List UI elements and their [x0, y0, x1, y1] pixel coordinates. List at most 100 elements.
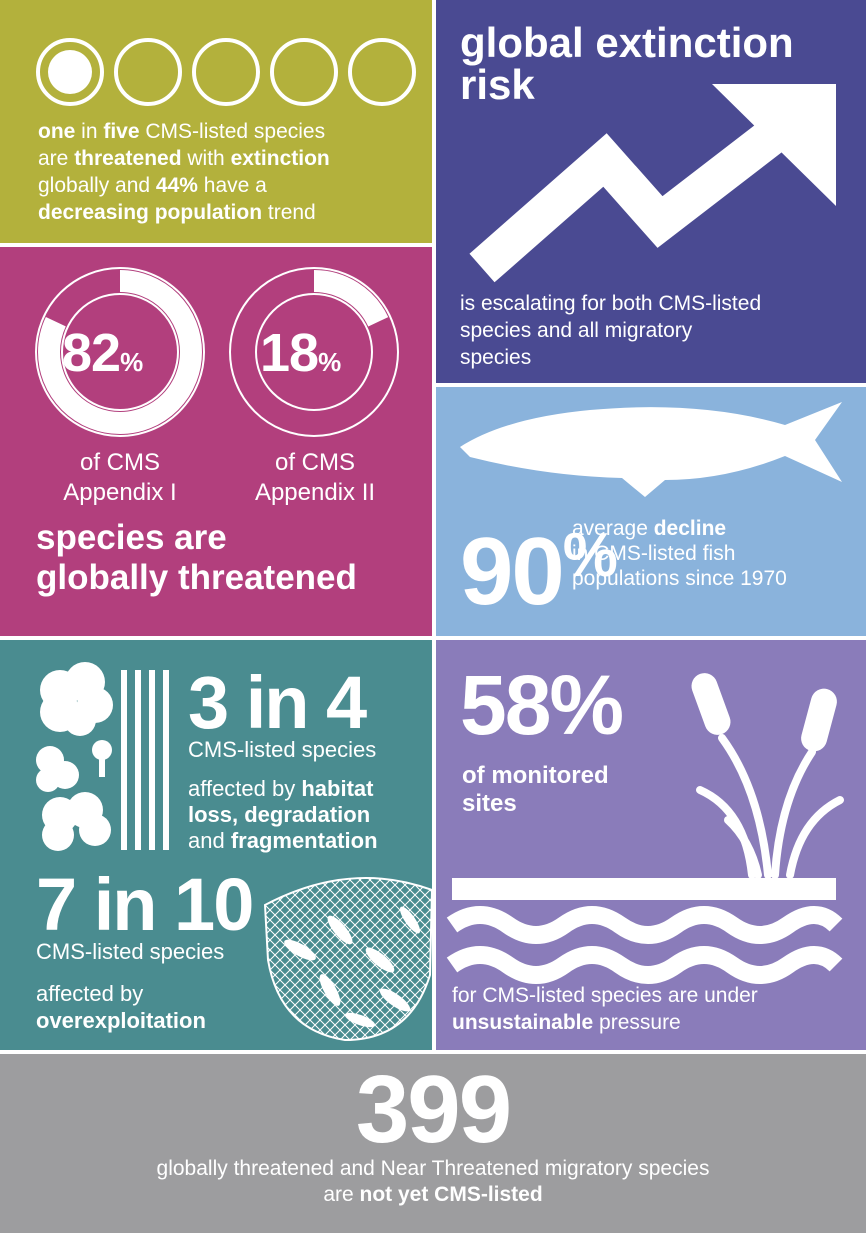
arrow-head — [712, 84, 836, 206]
risk-summary: one in five CMS-listed species are threat… — [38, 118, 330, 226]
text-line: for CMS-listed species are under — [452, 982, 758, 1009]
panel-grey — [0, 1054, 866, 1233]
ring-number: 18 — [260, 323, 319, 383]
text-line: global extinction — [460, 22, 794, 64]
bold-text: globally threatened — [36, 558, 357, 597]
water-surface — [452, 878, 836, 900]
text-line: species are — [36, 518, 357, 558]
text: Appendix I — [63, 479, 177, 506]
text-line: average decline — [572, 516, 787, 541]
circle-filled — [48, 50, 92, 94]
bold-text: species are — [36, 518, 227, 557]
text-line: populations since 1970 — [572, 566, 787, 591]
circle — [270, 38, 338, 106]
fish-number: 90 — [460, 518, 565, 625]
waves — [446, 906, 843, 984]
habitat-icons — [36, 662, 169, 851]
text: globally and — [38, 174, 156, 197]
text: for CMS-listed species are under — [452, 984, 758, 1007]
bold-text: risk — [460, 61, 535, 108]
text: in CMS-listed fish — [572, 542, 736, 565]
reeds — [696, 734, 844, 879]
text: are — [323, 1183, 360, 1206]
text: populations since 1970 — [572, 567, 787, 590]
ring-outline — [255, 293, 373, 411]
net-fish — [284, 906, 421, 1028]
bold-text: fragmentation — [230, 828, 378, 853]
fish-unit: % — [562, 521, 618, 590]
bold-text: overexploitation — [36, 1008, 206, 1033]
text: CMS-listed species — [139, 120, 326, 143]
arrow-line — [469, 106, 802, 283]
text: affected by — [36, 981, 144, 1006]
bold-text: global extinction — [460, 19, 794, 66]
text-line: and fragmentation — [188, 828, 378, 854]
rings — [35, 267, 399, 437]
ring-label: of CMS Appendix I — [40, 448, 200, 508]
habitat-stat: 3 in 4 — [188, 661, 367, 744]
appendix-statement: species are globally threatened — [36, 518, 357, 598]
bold-text: of monitored — [462, 762, 609, 789]
text-line: of monitored — [462, 762, 609, 790]
bold-text: decline — [653, 517, 727, 540]
text-line: decreasing population trend — [38, 199, 330, 226]
extinction-title: global extinction risk — [460, 22, 794, 106]
text-line: species and all migratory — [460, 317, 761, 344]
circle — [114, 38, 182, 106]
bold-text: decreasing population — [38, 201, 263, 224]
text-line: globally threatened and Near Threatened … — [0, 1156, 866, 1182]
habitat-subtitle: CMS-listed species — [188, 737, 377, 762]
text: globally threatened and Near Threatened … — [156, 1157, 710, 1180]
text-line: Appendix I — [40, 478, 200, 508]
sites-text: of monitored sites — [462, 762, 609, 818]
bold-text: threatened — [74, 147, 182, 170]
sites-footer: for CMS-listed species are under unsustai… — [452, 982, 758, 1036]
text-line: Appendix II — [230, 478, 400, 508]
ring-outline — [61, 293, 179, 411]
text: species and all migratory — [460, 319, 693, 342]
bold-text: one — [38, 120, 76, 143]
text-line: sites — [462, 790, 609, 818]
bold-text: 44% — [155, 174, 198, 197]
bold-text: unsustainable — [452, 1011, 594, 1034]
text-line: are not yet CMS-listed — [0, 1182, 866, 1208]
bold-text: five — [103, 120, 140, 143]
text-line: globally and 44% have a — [38, 172, 330, 199]
text-line: affected by habitat — [188, 776, 378, 802]
bold-text: habitat — [301, 776, 374, 801]
text: have a — [197, 174, 267, 197]
extinction-text: is escalating for both CMS-listed species… — [460, 290, 761, 371]
fish-text: average decline in CMS-listed fish populat… — [572, 516, 787, 591]
cattails — [691, 673, 837, 752]
ring-outline — [229, 267, 399, 437]
text-line: of CMS — [230, 448, 400, 478]
ring-outline — [35, 267, 205, 437]
exploitation-subtitle: CMS-listed species — [36, 939, 225, 964]
text: in — [75, 120, 104, 143]
ring-arc — [38, 270, 202, 434]
bold-text: extinction — [230, 147, 330, 170]
text-line: one in five CMS-listed species — [38, 118, 330, 145]
circle — [348, 38, 416, 106]
ring-label: of CMS Appendix II — [230, 448, 400, 508]
text: and — [188, 828, 231, 853]
text: Appendix II — [254, 479, 376, 506]
exploitation-text: affected by overexploitation — [36, 980, 206, 1034]
text-line: affected by — [36, 980, 206, 1007]
ring-value: 82% — [62, 322, 143, 384]
sites-stat: 58% — [460, 658, 624, 752]
circle — [192, 38, 260, 106]
ring-value: 18% — [260, 322, 341, 384]
ring-arc — [232, 270, 396, 434]
ring-number: 82 — [62, 323, 121, 383]
text-line: of CMS — [40, 448, 200, 478]
bold-text: not yet CMS-listed — [359, 1183, 543, 1206]
text-line: overexploitation — [36, 1007, 206, 1034]
fish-stat: 90% — [460, 508, 618, 620]
circle — [36, 38, 104, 106]
not-listed-text: globally threatened and Near Threatened … — [0, 1156, 866, 1208]
exploitation-stat: 7 in 10 — [36, 863, 254, 946]
not-listed-stat: 399 — [355, 1056, 512, 1163]
text: average — [572, 517, 654, 540]
